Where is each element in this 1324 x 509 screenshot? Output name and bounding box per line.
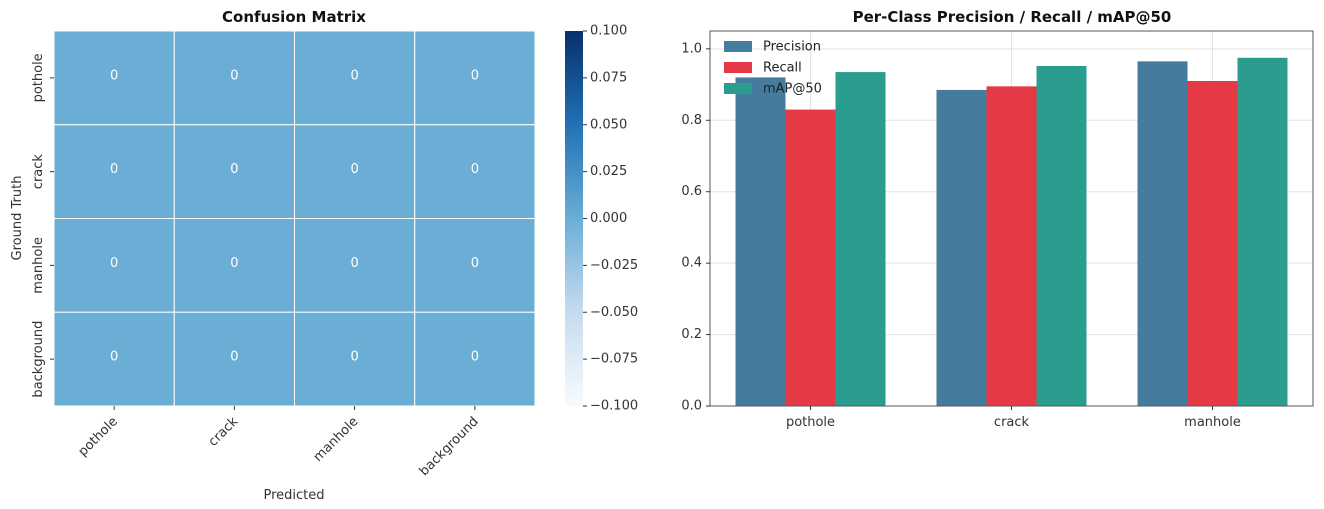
heatmap-cell-value: 0 [110, 68, 118, 83]
heatmap-cell-value: 0 [230, 256, 238, 271]
heatmap-cell [414, 218, 536, 313]
colorbar-tick-label: 0.000 [590, 211, 627, 226]
heatmap-cell [414, 124, 536, 219]
x-tick-label: pothole [76, 414, 121, 459]
x-tick-label: background [417, 414, 482, 479]
heatmap-cell [173, 124, 295, 219]
confusion-matrix-y-ticks: pothole crack manhole background [31, 53, 54, 398]
bar-chart-bars [735, 57, 1288, 407]
heatmap-cell [294, 311, 416, 407]
y-tick-label: crack [31, 154, 46, 190]
x-tick-label: crack [994, 415, 1030, 430]
bar [1036, 66, 1087, 406]
heatmap-cell [414, 30, 536, 126]
bar [936, 89, 987, 406]
x-tick-label: manhole [1184, 415, 1241, 430]
bar [1137, 61, 1188, 406]
legend-swatch [724, 41, 752, 52]
y-tick-label: pothole [31, 53, 46, 102]
colorbar-tick-label: 0.025 [590, 164, 627, 179]
x-tick-label: pothole [786, 415, 835, 430]
y-tick-label: 0.8 [681, 113, 702, 128]
heatmap-cell [53, 30, 175, 126]
heatmap-cell [414, 311, 536, 407]
colorbar-tick-label: −0.025 [590, 258, 638, 273]
heatmap-cell-value: 0 [471, 68, 479, 83]
confusion-matrix-cells: 0 0 0 0 0 0 0 0 0 0 0 0 0 0 0 0 [53, 30, 536, 407]
heatmap-cell-value: 0 [110, 162, 118, 177]
bar-chart-legend: Precision Recall mAP@50 [724, 40, 822, 97]
bar [986, 86, 1037, 406]
colorbar-tick-label: −0.050 [590, 305, 638, 320]
heatmap-cell-value: 0 [230, 68, 238, 83]
colorbar-tick-label: 0.050 [590, 117, 627, 132]
y-tick-label: 0.2 [681, 327, 702, 342]
legend-label: Recall [763, 61, 802, 76]
confusion-matrix-chart: Confusion Matrix 0 0 0 0 0 0 0 0 0 0 0 0 0 0 0 0 pothol… [10, 8, 536, 503]
y-tick-label: manhole [31, 237, 46, 294]
y-tick-label: 1.0 [681, 41, 702, 56]
bar [1187, 81, 1238, 406]
legend-swatch [724, 83, 752, 94]
legend-swatch [724, 62, 752, 73]
heatmap-cell-value: 0 [350, 256, 358, 271]
colorbar-tick-label: 0.100 [590, 24, 627, 39]
bar [1237, 57, 1288, 407]
heatmap-cell [173, 30, 295, 126]
confusion-matrix-title: Confusion Matrix [222, 8, 366, 26]
colorbar-gradient [565, 31, 583, 406]
colorbar: 0.100 0.075 0.050 0.025 0.000 −0.025 −0.050 −0.… [565, 24, 638, 414]
x-tick-label: crack [206, 414, 242, 450]
heatmap-cell-value: 0 [471, 350, 479, 365]
heatmap-cell-value: 0 [110, 256, 118, 271]
confusion-matrix-x-ticks: pothole crack manhole background [76, 406, 482, 479]
heatmap-cell-value: 0 [350, 350, 358, 365]
bar-chart-x-ticks: pothole crack manhole [786, 406, 1241, 430]
heatmap-cell-value: 0 [230, 162, 238, 177]
y-tick-label: 0.0 [681, 399, 702, 414]
bar [835, 72, 886, 407]
heatmap-cell-value: 0 [230, 350, 238, 365]
heatmap-cell [173, 311, 295, 407]
bar [785, 109, 836, 407]
colorbar-tick-label: −0.100 [590, 399, 638, 414]
heatmap-cell [53, 124, 175, 219]
heatmap-cell [173, 218, 295, 313]
colorbar-ticks: 0.100 0.075 0.050 0.025 0.000 −0.025 −0.050 −0.… [583, 24, 638, 414]
x-tick-label: manhole [311, 414, 362, 465]
legend-label: Precision [763, 40, 821, 55]
heatmap-cell-value: 0 [350, 68, 358, 83]
confusion-matrix-xlabel: Predicted [263, 488, 324, 503]
heatmap-cell-value: 0 [471, 256, 479, 271]
bar [735, 77, 786, 406]
bar-chart-title: Per-Class Precision / Recall / mAP@50 [853, 8, 1172, 26]
heatmap-cell-value: 0 [471, 162, 479, 177]
per-class-bar-chart: Per-Class Precision / Recall / mAP@50 0.… [681, 8, 1314, 430]
y-tick-label: background [31, 321, 46, 398]
confusion-matrix-ylabel: Ground Truth [10, 176, 25, 261]
heatmap-cell-value: 0 [110, 350, 118, 365]
heatmap-cell-value: 0 [350, 162, 358, 177]
y-tick-label: 0.4 [681, 256, 702, 271]
heatmap-cell [294, 30, 416, 126]
heatmap-cell [53, 311, 175, 407]
legend-label: mAP@50 [763, 82, 822, 97]
colorbar-tick-label: 0.075 [590, 70, 627, 85]
bar-chart-y-ticks: 0.0 0.2 0.4 0.6 0.8 1.0 [681, 41, 710, 414]
colorbar-tick-label: −0.075 [590, 352, 638, 367]
y-tick-label: 0.6 [681, 184, 702, 199]
